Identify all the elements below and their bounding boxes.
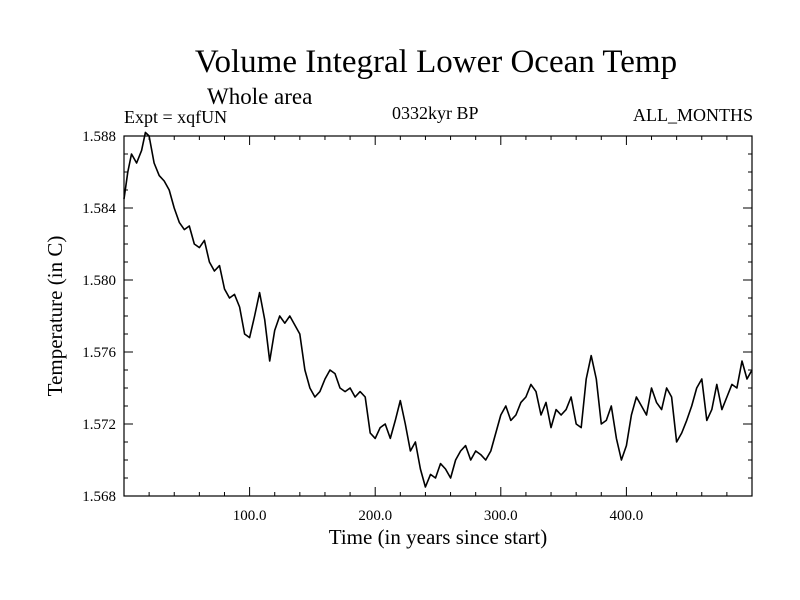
y-tick-label: 1.576 (82, 345, 116, 361)
tick-labels: 100.0 200.0 300.0 400.0 1.568 1.572 1.576 1.580… (82, 129, 643, 524)
y-tick-label: 1.584 (82, 201, 116, 217)
y-tick-label: 1.580 (82, 273, 116, 289)
tick-marks (124, 135, 752, 497)
period-label: 0332kyr BP (392, 103, 479, 123)
plot-frame (123, 135, 753, 497)
x-tick-label: 300.0 (484, 508, 518, 524)
x-tick-label: 400.0 (610, 508, 644, 524)
y-tick-label: 1.572 (82, 417, 116, 433)
x-tick-label: 100.0 (233, 508, 267, 524)
series-line (123, 131, 753, 488)
x-axis-title: Time (in years since start) (329, 525, 548, 549)
y-tick-label: 1.588 (82, 129, 116, 145)
y-tick-label: 1.568 (82, 489, 116, 505)
experiment-label: Expt = xqfUN (124, 107, 228, 127)
y-axis-title: Temperature (in C) (43, 236, 67, 397)
series-layer (123, 131, 753, 488)
chart-subtitle: Whole area (207, 84, 313, 109)
months-label: ALL_MONTHS (633, 105, 753, 125)
x-tick-label: 200.0 (358, 508, 392, 524)
chart-title: Volume Integral Lower Ocean Temp (194, 44, 678, 80)
